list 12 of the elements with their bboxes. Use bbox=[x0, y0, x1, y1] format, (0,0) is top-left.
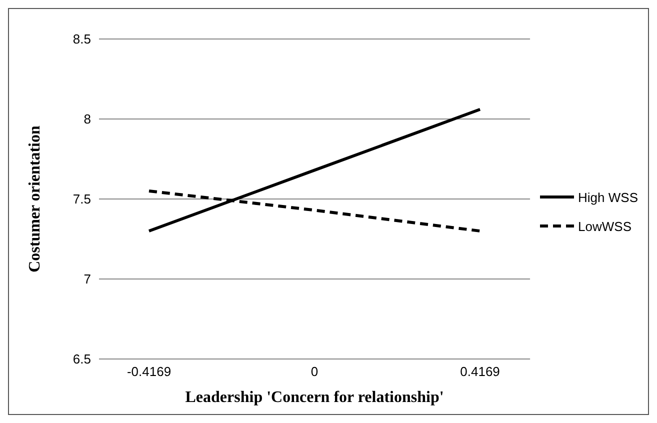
y-axis-title: Costumer orientation bbox=[26, 126, 44, 272]
x-axis-title: Leadership 'Concern for relationship' bbox=[185, 389, 444, 406]
x-tick-label: 0 bbox=[310, 364, 318, 380]
x-tick-label: -0.4169 bbox=[126, 364, 172, 380]
y-tick-label: 6.5 bbox=[72, 352, 91, 367]
legend-label: LowWSS bbox=[578, 218, 632, 234]
x-tick-label: 0.4169 bbox=[460, 364, 500, 380]
y-tick-label: 8.5 bbox=[72, 32, 91, 47]
y-tick-label: 8 bbox=[84, 112, 91, 127]
y-tick-label: 7.5 bbox=[72, 192, 91, 207]
legend-label: High WSS bbox=[578, 190, 638, 204]
y-tick-label: 7 bbox=[84, 272, 91, 287]
